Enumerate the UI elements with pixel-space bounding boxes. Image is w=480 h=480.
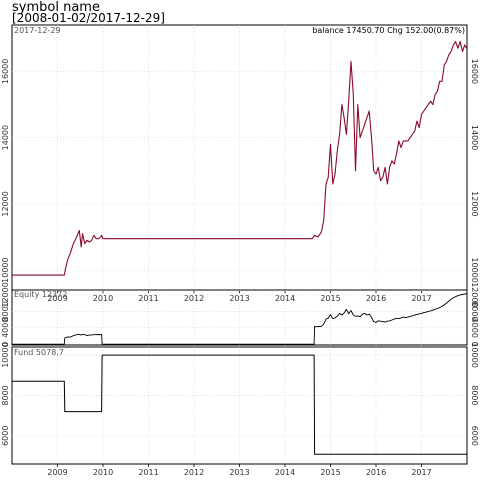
equity-y-tick-label: 8000 [470, 301, 479, 321]
equity-series-line [12, 292, 467, 345]
price-y-tick-label: 12000 [1, 191, 10, 216]
fund-y-axis-right: 6000 8000 10000 [470, 342, 479, 446]
price-series-line [12, 41, 467, 276]
equity-series-group [12, 292, 467, 345]
fund-y-tick-label: 8000 [470, 385, 479, 405]
price-x-tick-label: 2010 [93, 294, 113, 303]
price-y-tick-label: 10000 [1, 257, 10, 282]
equity-y-tick-label: 0 [1, 342, 10, 347]
price-y-axis-left: 10000 12000 14000 16000 [1, 59, 10, 283]
fund-y-tick-label: 6000 [470, 426, 479, 446]
price-x-axis: 2009 2010 2011 2012 2013 2014 2015 2016 2017 [47, 290, 432, 303]
price-x-tick-label: 2015 [320, 294, 340, 303]
price-panel: 2009 2010 2011 2012 2013 2014 2015 2016 2017 100… [1, 24, 479, 303]
fund-y-axis-left: 6000 8000 10000 [1, 342, 10, 446]
fund-x-tick-label: 2017 [411, 468, 431, 477]
fund-y-tick-label: 6000 [1, 426, 10, 446]
price-x-tick-label: 2014 [275, 294, 295, 303]
fund-y-tick-label: 10000 [470, 342, 479, 367]
fund-series-line [12, 354, 467, 455]
chart-title: symbol name [12, 0, 100, 15]
equity-grid [12, 290, 467, 345]
fund-grid [12, 347, 467, 464]
price-corner-label: 2017-12-29 [14, 26, 61, 35]
price-y-tick-label: 14000 [1, 125, 10, 150]
price-x-tick-label: 2009 [47, 294, 67, 303]
fund-x-tick-label: 2016 [366, 468, 386, 477]
price-y-tick-label: 14000 [470, 125, 479, 150]
fund-y-tick-label: 8000 [1, 385, 10, 405]
equity-y-tick-label: 4000 [1, 318, 10, 338]
chart-subtitle: [2008-01-02/2017-12-29] [12, 11, 165, 25]
fund-x-tick-label: 2013 [229, 468, 249, 477]
equity-label: Equity 12372 [14, 290, 67, 299]
price-y-axis-right: 10000 12000 14000 16000 [470, 59, 479, 283]
equity-y-tick-label: 8000 [1, 301, 10, 321]
fund-x-tick-label: 2015 [320, 468, 340, 477]
price-y-tick-label: 16000 [470, 59, 479, 84]
fund-x-axis: 2009 2010 2011 2012 2013 2014 2015 2016 2017 [47, 464, 432, 477]
price-y-tick-label: 10000 [470, 257, 479, 282]
price-header-text: balance 17450.70 Chg 152.00(0.87%) [312, 26, 465, 35]
fund-panel: 2009 2010 2011 2012 2013 2014 2015 2016 2017 600… [1, 342, 479, 477]
fund-label: Fund 5078.7 [14, 348, 64, 357]
fund-x-tick-label: 2010 [93, 468, 113, 477]
equity-y-tick-label: 4000 [470, 318, 479, 338]
equity-y-tick-label: 0 [470, 342, 479, 347]
price-y-tick-label: 16000 [1, 59, 10, 84]
fund-series-group [12, 354, 467, 455]
price-x-tick-label: 2013 [229, 294, 249, 303]
price-x-tick-label: 2012 [184, 294, 204, 303]
equity-y-tick-label: 12000 [1, 282, 10, 307]
fund-y-tick-label: 10000 [1, 342, 10, 367]
fund-x-tick-label: 2009 [47, 468, 67, 477]
price-x-tick-label: 2016 [366, 294, 386, 303]
price-grid [12, 25, 467, 290]
equity-y-tick-label: 12000 [470, 282, 479, 307]
fund-x-tick-label: 2012 [184, 468, 204, 477]
price-x-tick-label: 2011 [138, 294, 158, 303]
price-x-tick-label: 2017 [411, 294, 431, 303]
fund-x-tick-label: 2014 [275, 468, 295, 477]
fund-x-tick-label: 2011 [138, 468, 158, 477]
price-y-tick-label: 12000 [470, 191, 479, 216]
price-series-group [12, 41, 467, 276]
